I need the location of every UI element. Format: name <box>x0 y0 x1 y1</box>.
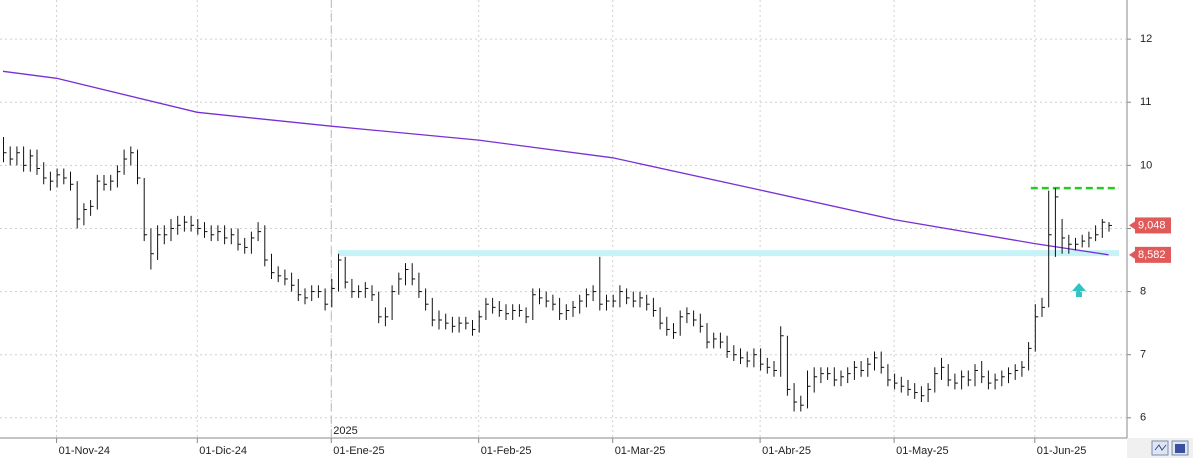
scale-icon <box>1154 444 1167 451</box>
ma-tag-box <box>1135 246 1171 263</box>
price-tag-box <box>1135 217 1171 234</box>
y-tick-label: 12 <box>1140 33 1152 45</box>
y-tick-label: 10 <box>1140 159 1152 171</box>
x-tick-label: 01-Dic-24 <box>199 445 247 457</box>
up-arrow-icon <box>1072 283 1086 297</box>
x-tick-label: 01-Ene-25 <box>333 445 384 457</box>
ma-tag-label: 8,582 <box>1138 249 1166 261</box>
year-label: 2025 <box>333 425 357 437</box>
moving-average <box>2 70 1109 256</box>
scale-button[interactable] <box>1151 440 1169 456</box>
price-tag-pointer <box>1129 221 1135 230</box>
y-tick-label: 6 <box>1140 412 1146 424</box>
y-tick-label: 11 <box>1140 96 1151 108</box>
y-tick-label: 8 <box>1140 285 1146 297</box>
y-tick-label: 7 <box>1140 349 1146 361</box>
x-tick-label: 01-Abr-25 <box>762 445 811 457</box>
save-icon <box>1175 444 1185 453</box>
x-tick-label: 01-May-25 <box>896 445 949 457</box>
ma-tag-pointer <box>1129 250 1135 259</box>
x-tick-label: 01-Nov-24 <box>59 445 110 457</box>
x-tick-label: 01-Jun-25 <box>1037 445 1087 457</box>
price-tag-label: 9,048 <box>1138 219 1166 231</box>
x-tick-label: 01-Mar-25 <box>615 445 666 457</box>
x-tick-label: 01-Feb-25 <box>481 445 532 457</box>
